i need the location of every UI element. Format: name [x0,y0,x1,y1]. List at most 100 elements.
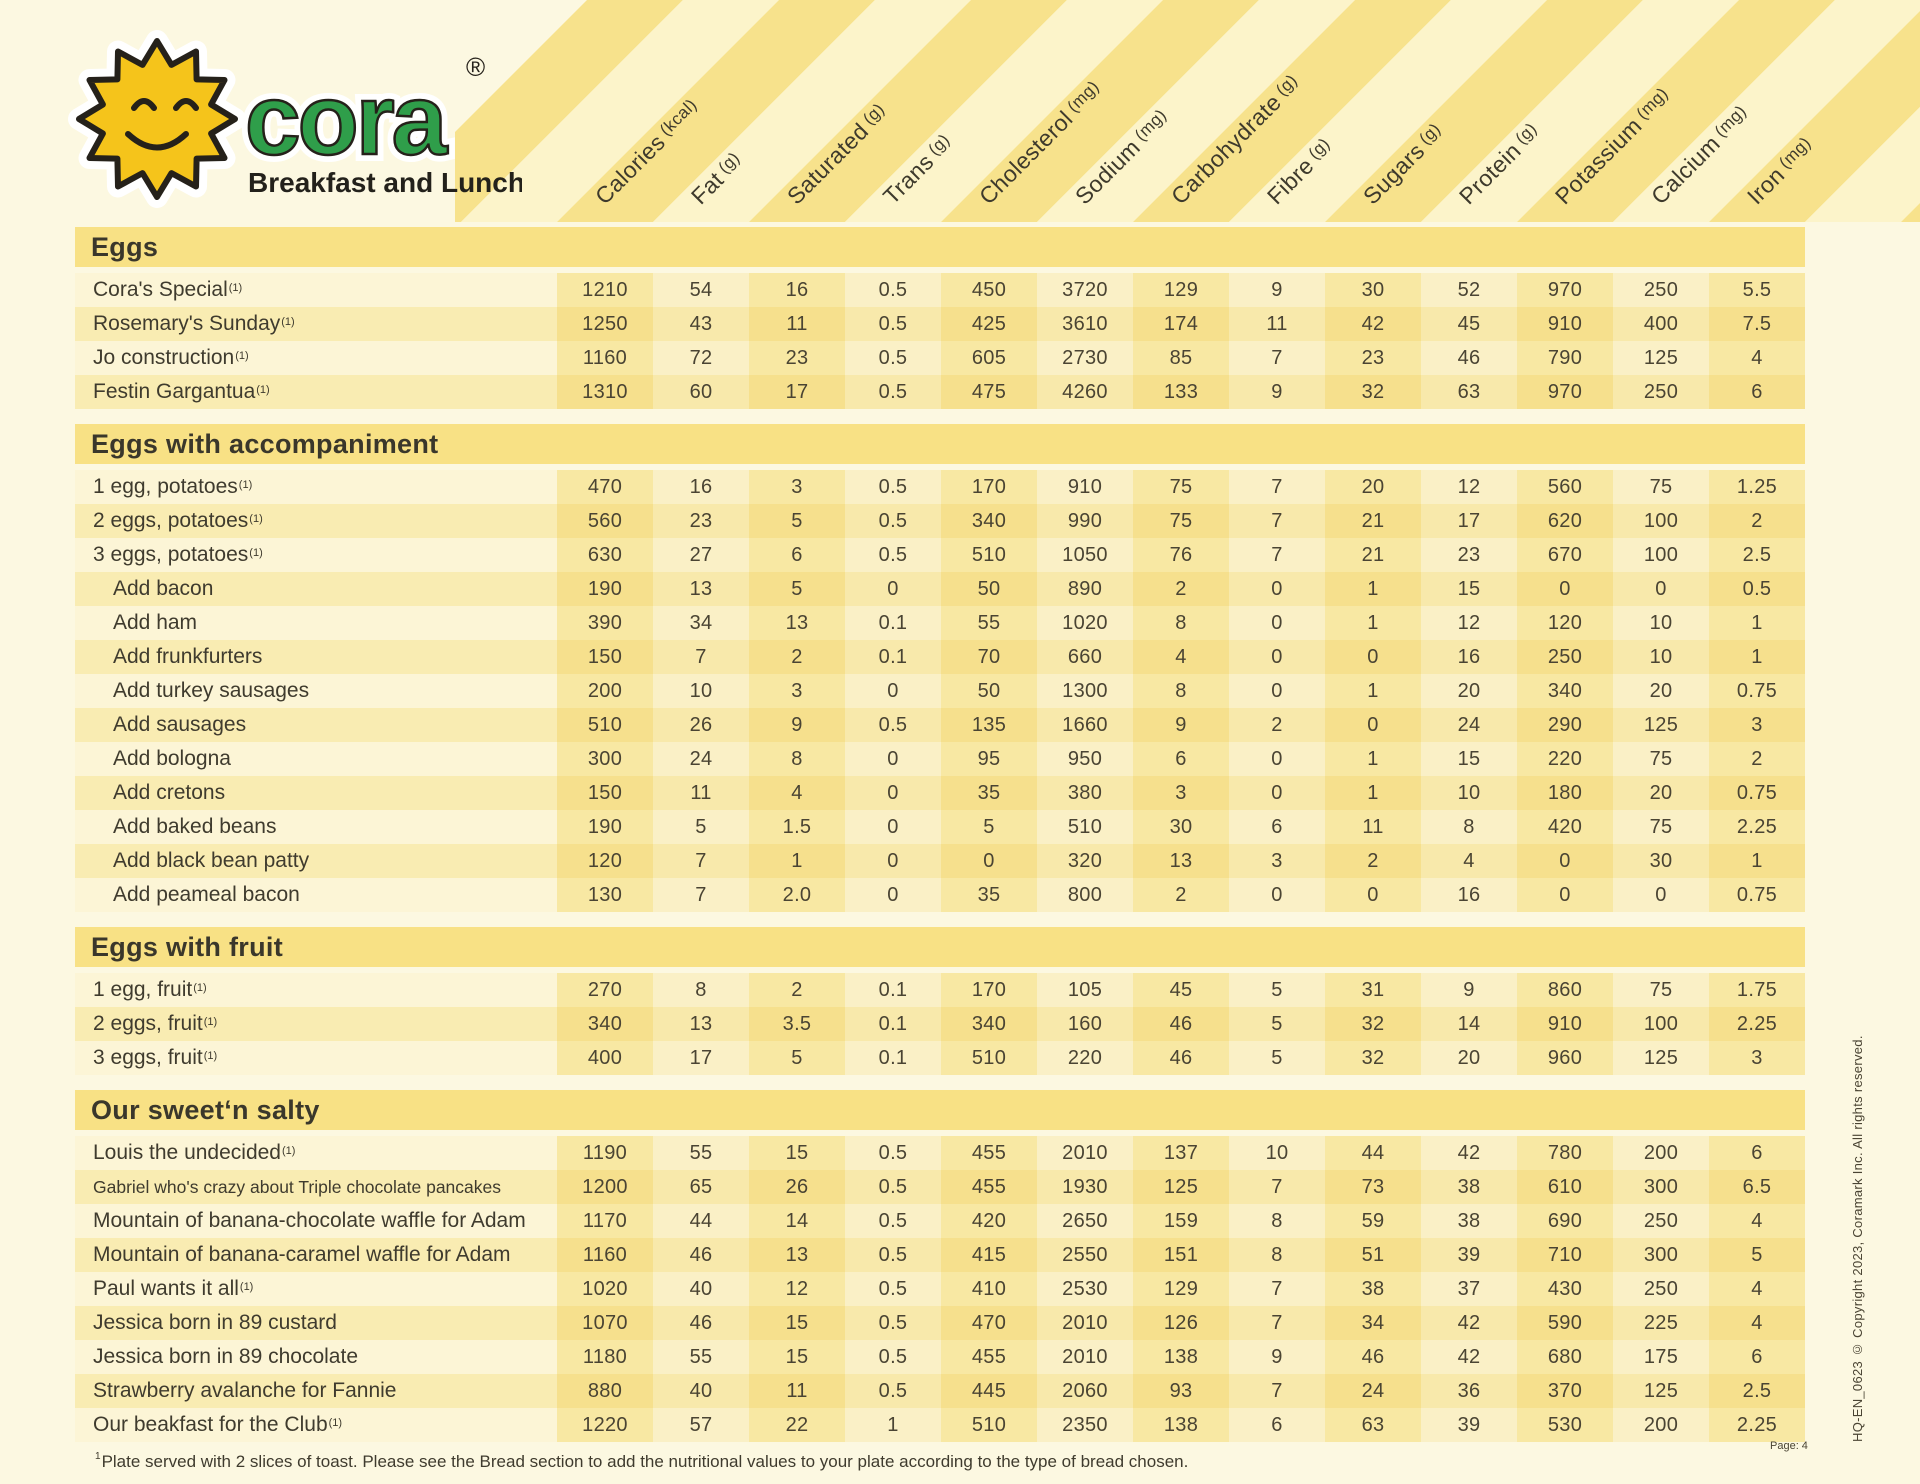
value-cell: 8 [653,973,749,1007]
item-name: Jessica born in 89 chocolate [93,1345,358,1368]
value-cell: 1 [845,1408,941,1442]
value-cell: 159 [1133,1204,1229,1238]
column-unit-text: (g) [1511,119,1541,148]
value-cell: 4 [1709,1204,1805,1238]
item-name-cell: Jessica born in 89 custard [75,1306,557,1340]
section-title: Eggs [91,231,159,262]
item-name: 3 eggs, potatoes [93,543,249,566]
copyright-vertical: HQ-EN_0623 © Copyright 2023, Coramark In… [1850,1035,1865,1442]
value-cell: 2.0 [749,878,845,912]
value-cell: 13 [1133,844,1229,878]
value-cell: 44 [1325,1136,1421,1170]
value-cell: 9 [1229,273,1325,307]
value-cell: 0.75 [1709,878,1805,912]
value-cell: 35 [941,776,1037,810]
item-name: 2 eggs, potatoes [93,509,249,532]
value-cell: 138 [1133,1408,1229,1442]
value-cell: 2730 [1037,341,1133,375]
value-cell: 3 [1133,776,1229,810]
value-cell: 76 [1133,538,1229,572]
table-row: Cora's Special (1) 1210 54 16 0.5 450 3720 129 9 3… [75,273,1805,307]
item-name-cell: Cora's Special (1) [75,273,557,307]
value-cell: 51 [1325,1238,1421,1272]
nutrition-table: Eggs Cora's Special (1) 1210 54 16 0.5 450 3720 1… [75,222,1805,1442]
value-cell: 21 [1325,538,1421,572]
value-cell: 2.5 [1709,1374,1805,1408]
value-cell: 46 [653,1306,749,1340]
value-cell: 455 [941,1340,1037,1374]
item-name: Strawberry avalanche for Fannie [93,1379,397,1402]
value-cell: 5 [749,1041,845,1075]
item-name: Cora's Special [93,278,228,301]
value-cell: 6 [1229,1408,1325,1442]
item-name: Add frunkfurters [113,645,263,668]
value-cell: 400 [1613,307,1709,341]
value-cell: 15 [749,1306,845,1340]
column-unit-text: (g) [1304,134,1334,164]
value-cell: 220 [1517,742,1613,776]
item-name: Paul wants it all [93,1277,239,1300]
value-cell: 125 [1133,1170,1229,1204]
table-row: Add black bean patty 120 7 1 0 0 320 13 3 2 4 0 30 1 [75,844,1805,878]
value-cell: 2550 [1037,1238,1133,1272]
item-name: Add baked beans [113,815,277,838]
table-row: Gabriel who's crazy about Triple chocola… [75,1170,1805,1204]
value-cell: 1.25 [1709,470,1805,504]
value-cell: 54 [653,273,749,307]
value-cell: 46 [653,1238,749,1272]
value-cell: 605 [941,341,1037,375]
value-cell: 63 [1325,1408,1421,1442]
value-cell: 55 [653,1340,749,1374]
value-cell: 17 [1421,504,1517,538]
value-cell: 0 [845,674,941,708]
value-cell: 32 [1325,1041,1421,1075]
value-cell: 1 [1325,606,1421,640]
value-cell: 45 [1133,973,1229,1007]
value-cell: 9 [1421,973,1517,1007]
table-row: Jessica born in 89 chocolate 1180 55 15 0.5 4… [75,1340,1805,1374]
value-cell: 13 [653,1007,749,1041]
value-cell: 1200 [557,1170,653,1204]
value-cell: 0.5 [845,1374,941,1408]
value-cell: 129 [1133,1272,1229,1306]
value-cell: 0.1 [845,1041,941,1075]
value-cell: 420 [941,1204,1037,1238]
value-cell: 11 [749,1374,845,1408]
value-cell: 138 [1133,1340,1229,1374]
footnote: 1Plate served with 2 slices of toast. Pl… [95,1451,1188,1472]
value-cell: 0 [1229,776,1325,810]
value-cell: 420 [1517,810,1613,844]
table-row: Strawberry avalanche for Fannie 880 40 11 0.… [75,1374,1805,1408]
value-cell: 510 [941,1408,1037,1442]
value-cell: 2010 [1037,1306,1133,1340]
value-cell: 560 [1517,470,1613,504]
value-cell: 1300 [1037,674,1133,708]
value-cell: 46 [1133,1007,1229,1041]
value-cell: 38 [1421,1170,1517,1204]
item-name: Add bacon [113,577,214,600]
value-cell: 910 [1517,1007,1613,1041]
column-label-text: Cholesterol [973,105,1078,210]
value-cell: 430 [1517,1272,1613,1306]
table-row: Jessica born in 89 custard 1070 46 15 0.5 470… [75,1306,1805,1340]
registered-mark-icon: ® [466,52,485,82]
value-cell: 20 [1613,674,1709,708]
value-cell: 126 [1133,1306,1229,1340]
item-name-cell: 2 eggs, fruit (1) [75,1007,557,1041]
value-cell: 37 [1421,1272,1517,1306]
item-name-cell: Gabriel who's crazy about Triple chocola… [75,1170,557,1204]
value-cell: 7 [1229,1374,1325,1408]
column-label-text: Saturated [781,117,874,210]
value-cell: 75 [1613,810,1709,844]
table-row: 1 egg, fruit (1) 270 8 2 0.1 170 105 45 5 31 9 860 75… [75,973,1805,1007]
value-cell: 990 [1037,504,1133,538]
value-cell: 17 [749,375,845,409]
table-row: 2 eggs, potatoes (1) 560 23 5 0.5 340 990 75 7 21 1… [75,504,1805,538]
value-cell: 0 [1229,606,1325,640]
item-name: Jo construction [93,346,235,369]
value-cell: 290 [1517,708,1613,742]
footnote-marker: (1) [249,513,263,525]
value-cell: 65 [653,1170,749,1204]
table-row: Add bologna 300 24 8 0 95 950 6 0 1 15 220 75 2 [75,742,1805,776]
value-cell: 3610 [1037,307,1133,341]
